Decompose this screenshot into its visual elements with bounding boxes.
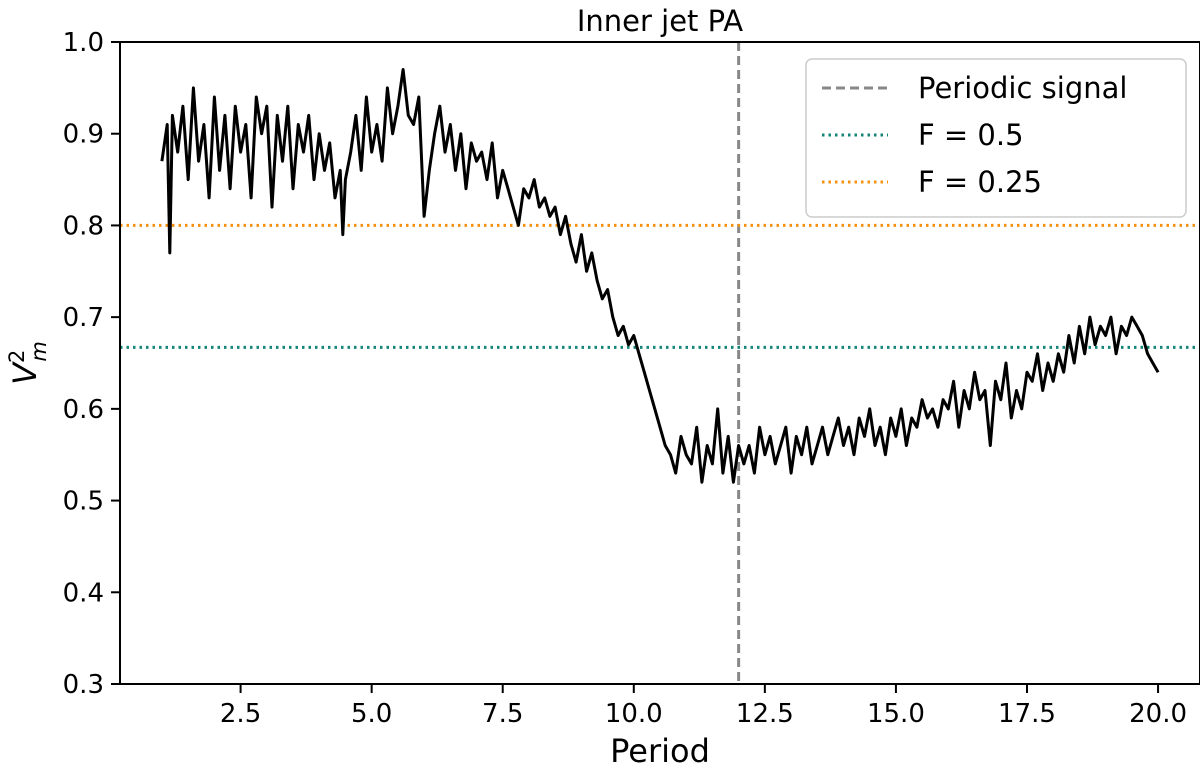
x-axis-label: Period	[610, 732, 710, 767]
reference-lines	[120, 42, 1200, 684]
y-tick-label: 0.8	[63, 211, 104, 241]
y-tick-label: 0.3	[63, 670, 104, 700]
legend-label: Periodic signal	[918, 71, 1127, 105]
y-tick-label: 0.5	[63, 487, 104, 517]
x-tick-label: 10.0	[605, 699, 663, 729]
y-tick-label: 0.4	[63, 578, 104, 608]
x-tick-label: 20.0	[1129, 699, 1187, 729]
y-tick-label: 0.7	[63, 303, 104, 333]
y-axis: 0.3 0.4 0.5 0.6 0.7 0.8 0.9 1.0	[63, 28, 120, 700]
legend-label: F = 0.5	[918, 118, 1024, 152]
x-tick-label: 17.5	[998, 699, 1056, 729]
y-tick-label: 0.9	[63, 120, 104, 150]
y-tick-label: 0.6	[63, 395, 104, 425]
series-layer	[160, 68, 1160, 484]
x-tick-label: 15.0	[867, 699, 925, 729]
plot-frame	[119, 41, 1200, 685]
x-tick-label: 12.5	[736, 699, 794, 729]
x-tick-label: 7.5	[482, 699, 523, 729]
x-tick-label: 5.0	[351, 699, 392, 729]
x-tick-label: 2.5	[220, 699, 261, 729]
legend-label: F = 0.25	[918, 165, 1042, 199]
chart-title: Inner jet PA	[577, 4, 743, 38]
series-line	[160, 68, 1160, 484]
legend-box	[805, 58, 1187, 218]
y-axis-label: V2m	[5, 341, 51, 385]
y-tick-label: 1.0	[63, 28, 104, 58]
legend: Periodic signal F = 0.5 F = 0.25	[805, 58, 1187, 218]
x-axis: 2.5 5.0 7.5 10.0 12.5 15.0 17.5 20.0	[220, 684, 1187, 729]
